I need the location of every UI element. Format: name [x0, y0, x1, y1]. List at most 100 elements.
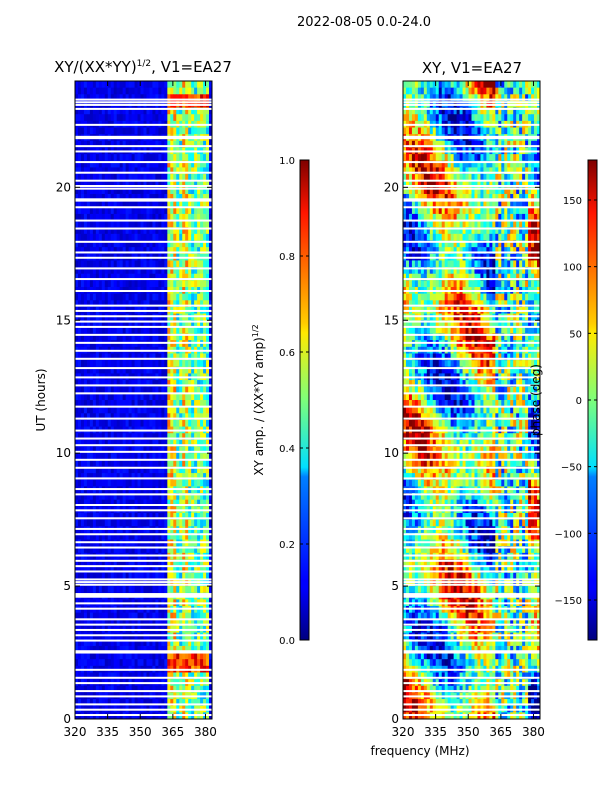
heatmap-cell — [92, 247, 97, 255]
heatmap-cell — [191, 107, 195, 115]
heatmap-cell — [116, 360, 121, 368]
heatmap-cell — [107, 107, 112, 115]
heatmap-cell — [113, 380, 118, 388]
heatmap-cell — [194, 652, 198, 660]
heatmap-cell — [206, 659, 210, 667]
heatmap-cell — [158, 81, 162, 89]
heatmap-cell — [191, 227, 195, 235]
flagged-row — [75, 179, 212, 182]
heatmap-cell — [531, 107, 535, 115]
heatmap-cell — [86, 446, 91, 454]
heatmap-cell — [185, 685, 189, 693]
heatmap-cell — [86, 293, 91, 301]
heatmap-cell — [149, 699, 153, 707]
heatmap-cell — [191, 140, 195, 148]
heatmap-cell — [438, 87, 443, 95]
heatmap-cell — [80, 473, 85, 481]
flagged-row — [75, 185, 212, 187]
heatmap-cell — [107, 466, 112, 474]
heatmap-cell — [164, 360, 168, 368]
heatmap-cell — [75, 532, 79, 540]
flagged-row — [75, 417, 212, 420]
heatmap-cell — [128, 360, 132, 368]
heatmap-cell — [173, 193, 177, 202]
heatmap-cell — [194, 227, 198, 235]
heatmap-cell — [128, 260, 132, 268]
heatmap-cell — [161, 160, 165, 168]
heatmap-cell — [188, 572, 192, 580]
heatmap-cell — [131, 87, 135, 95]
heatmap-cell — [134, 413, 138, 421]
heatmap-cell — [182, 413, 186, 421]
heatmap-cell — [185, 566, 189, 574]
heatmap-cell — [203, 685, 207, 693]
heatmap-cell — [83, 247, 88, 255]
heatmap-cell — [408, 114, 413, 122]
heatmap-cell — [101, 326, 106, 334]
heatmap-cell — [197, 227, 201, 235]
heatmap-cell — [86, 659, 91, 667]
heatmap-cell — [170, 479, 174, 487]
heatmap-cell — [137, 193, 141, 202]
heatmap-cell — [101, 459, 106, 467]
heatmap-cell — [191, 174, 195, 182]
heatmap-cell — [83, 400, 88, 408]
heatmap-cell — [179, 267, 183, 275]
heatmap-cell — [164, 546, 168, 554]
heatmap-cell — [194, 499, 198, 507]
heatmap-cell — [432, 94, 437, 102]
heatmap-cell — [179, 453, 183, 461]
heatmap-cell — [152, 493, 156, 501]
heatmap-cell — [537, 107, 541, 115]
heatmap-cell — [182, 612, 186, 620]
heatmap-cell — [152, 512, 156, 521]
heatmap-cell — [77, 466, 82, 474]
heatmap-cell — [104, 400, 109, 408]
heatmap-cell — [158, 233, 162, 241]
heatmap-cell — [209, 639, 213, 647]
heatmap-cell — [155, 174, 159, 182]
heatmap-cell — [77, 413, 82, 421]
heatmap-cell — [176, 400, 180, 408]
heatmap-cell — [176, 380, 180, 388]
heatmap-cell — [200, 174, 204, 182]
heatmap-cell — [119, 619, 124, 627]
heatmap-cell — [95, 200, 100, 208]
heatmap-cell — [504, 81, 508, 89]
heatmap-cell — [206, 566, 210, 574]
heatmap-cell — [173, 639, 177, 647]
heatmap-cell — [86, 572, 91, 580]
heatmap-cell — [206, 572, 210, 580]
heatmap-cell — [134, 187, 138, 195]
heatmap-cell — [188, 380, 192, 388]
heatmap-cell — [89, 479, 94, 487]
heatmap-cell — [149, 94, 153, 102]
heatmap-cell — [179, 154, 183, 162]
heatmap-cell — [98, 180, 103, 188]
heatmap-cell — [155, 559, 159, 567]
heatmap-cell — [188, 300, 192, 308]
heatmap-cell — [143, 459, 147, 467]
heatmap-cell — [149, 419, 153, 427]
heatmap-cell — [146, 433, 150, 441]
heatmap-cell — [107, 187, 112, 195]
heatmap-cell — [161, 193, 165, 202]
heatmap-cell — [468, 140, 472, 148]
heatmap-cell — [125, 174, 130, 182]
heatmap-cell — [107, 260, 112, 268]
heatmap-cell — [143, 446, 147, 454]
heatmap-cell — [131, 220, 135, 228]
heatmap-cell — [173, 659, 177, 667]
heatmap-cell — [131, 433, 135, 441]
heatmap-cell — [89, 446, 94, 454]
heatmap-cell — [179, 94, 183, 102]
heatmap-cell — [203, 280, 207, 288]
heatmap-cell — [179, 393, 183, 401]
heatmap-cell — [125, 260, 130, 268]
heatmap-cell — [164, 127, 168, 135]
heatmap-cell — [188, 267, 192, 275]
heatmap-cell — [113, 94, 118, 102]
heatmap-cell — [80, 685, 85, 693]
heatmap-cell — [203, 419, 207, 427]
